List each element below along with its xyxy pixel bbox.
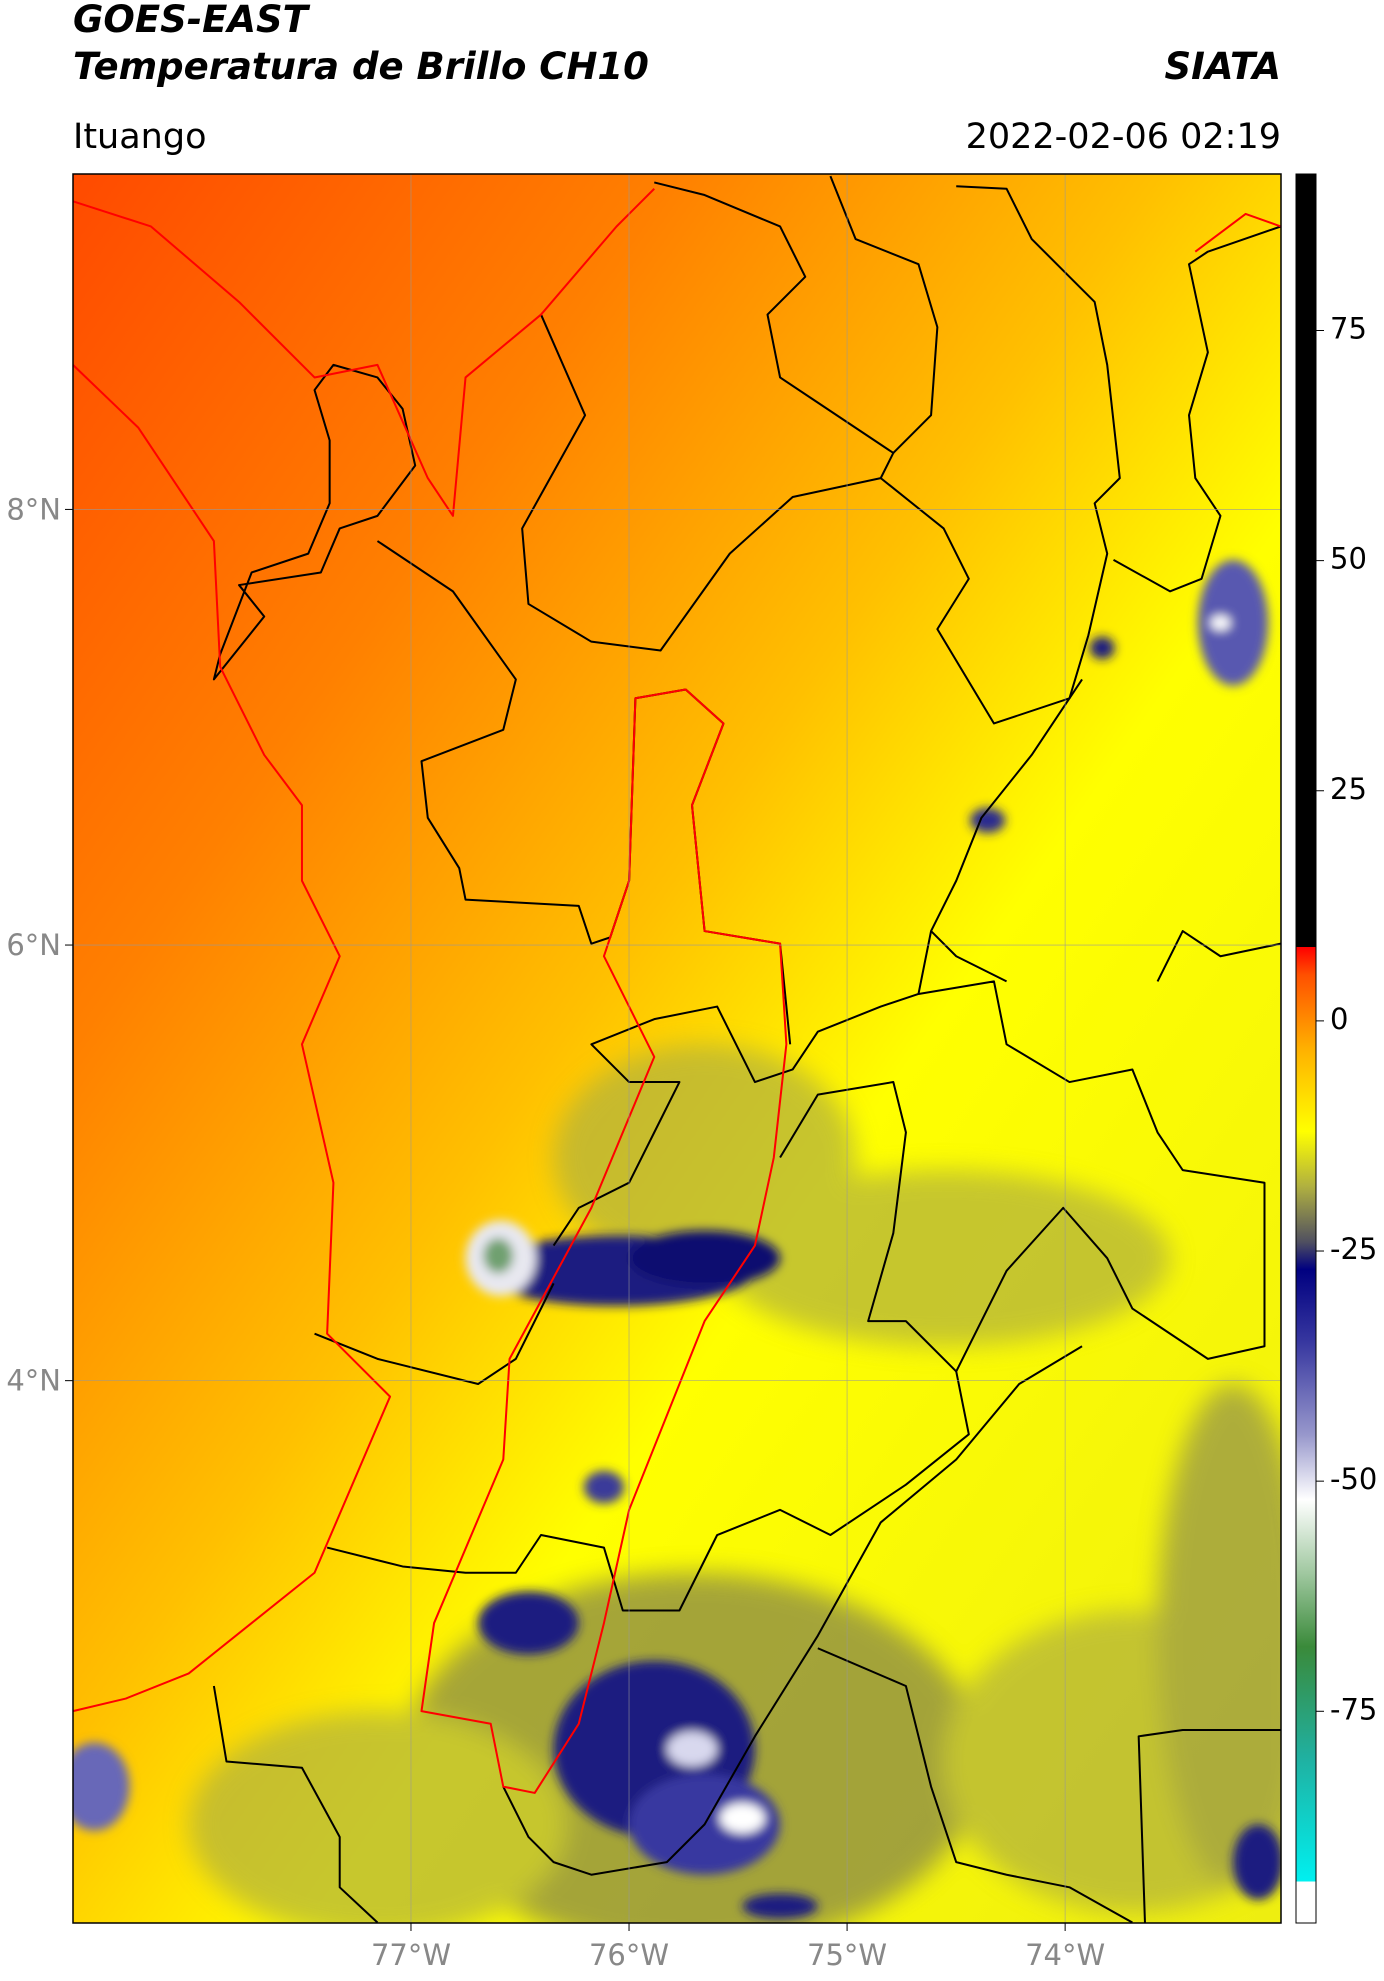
map-frame — [72, 173, 1282, 1924]
colorbar — [1295, 173, 1317, 1924]
boundary — [817, 1647, 1133, 1923]
colorbar-tick-label: -25 — [1330, 1232, 1377, 1266]
boundary — [552, 678, 1083, 1247]
title: GOES-EAST — [73, 0, 311, 41]
boundary — [502, 1345, 1083, 1876]
boundary — [314, 1282, 555, 1386]
y-tick-label: 8°N — [6, 492, 61, 526]
x-tick-label: 76°W — [589, 1938, 669, 1972]
y-tick-label: 6°N — [6, 928, 61, 962]
boundary — [880, 185, 1121, 725]
coastline — [72, 364, 392, 1713]
boundary — [1113, 225, 1281, 593]
location: Ituango — [73, 117, 207, 157]
coastline — [72, 188, 655, 517]
x-tick-label: 74°W — [1025, 1938, 1105, 1972]
x-tick-label: 77°W — [371, 1938, 451, 1972]
boundary — [930, 930, 1008, 983]
colorbar-tick-label: 50 — [1330, 542, 1367, 576]
subtitle: Temperatura de Brillo CH10 — [73, 45, 649, 88]
y-tick-label: 4°N — [6, 1364, 61, 1398]
colorbar-tick-label: -50 — [1330, 1462, 1377, 1496]
colorbar-tick-label: -75 — [1330, 1692, 1377, 1726]
datetime: 2022-02-06 02:19 — [966, 117, 1281, 157]
colorbar-tick-label: 25 — [1330, 772, 1367, 806]
colorbar-tick-label: 75 — [1330, 311, 1367, 345]
imagery — [72, 173, 1281, 1923]
boundary — [829, 175, 939, 454]
boundary — [326, 980, 1266, 1612]
source: SIATA — [1164, 45, 1281, 88]
grid — [73, 174, 1281, 1923]
boundary — [1137, 1729, 1281, 1923]
boundary — [779, 1081, 957, 1373]
boundary — [1156, 930, 1281, 982]
boundary — [212, 1685, 379, 1923]
colorbar-tick-label: 0 — [1330, 1002, 1348, 1036]
boundaries — [72, 175, 1281, 1923]
basin-outline — [420, 688, 788, 1794]
boundary — [212, 363, 417, 681]
coastline — [1194, 212, 1281, 253]
x-tick-label: 75°W — [807, 1938, 887, 1972]
cloud-tops — [72, 559, 1281, 1919]
